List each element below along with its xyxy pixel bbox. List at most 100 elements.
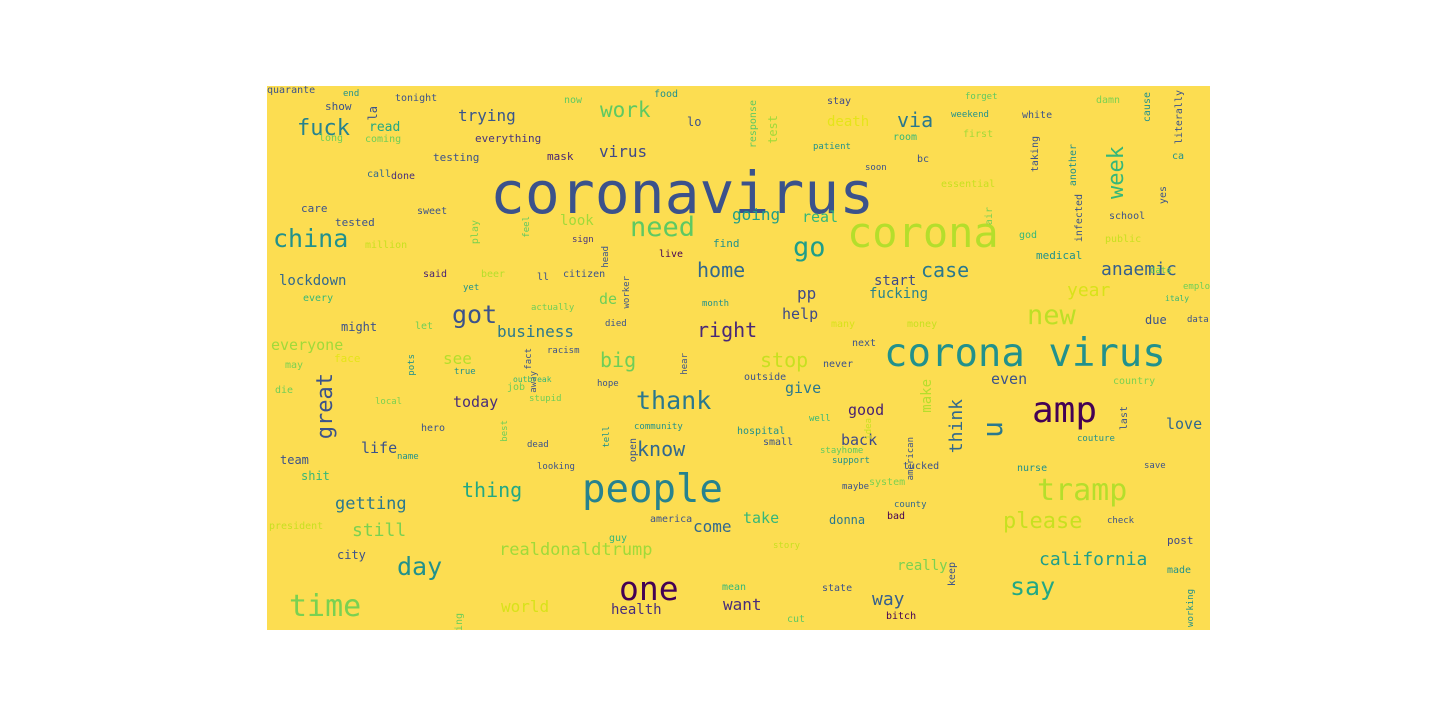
cloud-word: go [793,232,826,263]
cloud-word: taking [1030,136,1041,173]
cloud-word: time [289,589,362,624]
cloud-word: call [367,169,392,180]
cloud-word: bc [917,154,930,165]
cloud-word: test [766,115,780,144]
cloud-word: food [654,89,679,100]
cloud-word: support [832,456,870,466]
cloud-word: california [1039,549,1148,570]
cloud-word: day [397,552,443,581]
cloud-word: mask [547,150,574,163]
cloud-word: feel [522,216,532,238]
cloud-word: beer [481,269,506,280]
cloud-word: open [628,438,639,463]
cloud-word: name [397,452,419,462]
cloud-word: county [894,500,927,510]
cloud-word: white [1022,110,1053,121]
cloud-word: play [470,220,481,245]
cloud-word: health [611,602,662,618]
cloud-word: anaemic [1101,259,1177,280]
cloud-word: done [391,171,416,182]
cloud-word: thing [462,478,523,502]
cloud-word: got [452,300,498,329]
cloud-word: date [1150,266,1172,276]
cloud-word: ca [1172,151,1185,162]
cloud-word: hope [597,379,619,389]
cloud-word: last [1119,406,1130,431]
cloud-word: u [976,421,1009,438]
cloud-word: room [893,132,918,143]
cloud-word: virus [599,142,648,161]
cloud-word: great [313,373,338,440]
cloud-word: post [1167,534,1194,547]
cloud-word: actually [531,303,575,313]
cloud-word: take [743,509,780,527]
cloud-word: thank [636,386,712,415]
cloud-word: due [1145,313,1167,327]
cloud-word: money [907,319,938,330]
cloud-word: one [619,569,679,608]
word-cloud: coronavirus corona corona virus people amp on… [267,86,1210,630]
cloud-word: medical [1036,249,1083,262]
cloud-word: help [782,305,819,323]
cloud-word: good [848,401,885,419]
cloud-word: find [713,237,740,250]
cloud-word: world [501,597,550,616]
cloud-word: case [921,258,970,282]
cloud-word: la [366,106,380,121]
cloud-word: way [872,589,905,610]
cloud-word: might [341,320,378,334]
cloud-word: looking [537,462,575,472]
cloud-word: hospital [737,426,786,437]
cloud-word: pots [407,354,417,376]
cloud-word: couture [1077,434,1115,444]
cloud-word: damn [1096,95,1121,106]
cloud-word: look [560,213,594,229]
cloud-word: corona [847,208,999,257]
cloud-word: die [275,385,294,396]
cloud-word: see [443,349,472,368]
cloud-word: shit [301,469,330,483]
cloud-word: save [1144,461,1166,471]
cloud-word: air [984,207,995,226]
cloud-word: patient [813,142,851,152]
cloud-word: city [337,548,366,562]
cloud-word: god [1019,230,1038,241]
cloud-word: come [693,517,732,536]
cloud-word: bad [887,511,906,522]
cloud-word: donna [829,513,866,527]
cloud-word: sign [572,235,594,245]
cloud-word: guy [609,533,628,544]
cloud-word: may [285,360,304,371]
cloud-word: amp [1032,390,1098,431]
cloud-word: president [269,521,324,532]
cloud-word: everyone [271,336,344,354]
cloud-word: now [564,95,583,106]
cloud-word: live [659,249,684,260]
cloud-word: love [1166,415,1203,433]
cloud-word: next [852,338,877,349]
cloud-word: response [748,100,759,149]
cloud-word: new [1027,300,1076,331]
cloud-word: story [773,541,801,551]
cloud-word: coronavirus [490,159,875,227]
cloud-word: fucking [869,286,929,302]
cloud-word: forget [965,92,998,102]
cloud-word: let [415,321,434,332]
cloud-word: community [634,422,683,432]
cloud-word: employee [1183,282,1210,292]
cloud-word: testing [433,151,480,164]
cloud-word: hero [421,423,446,434]
cloud-word: tell [602,426,612,448]
cloud-word: many [831,319,856,330]
cloud-word: well [809,414,831,424]
cloud-word: still [352,520,407,541]
cloud-word: head [601,246,611,268]
cloud-word: fact [524,348,534,370]
cloud-word: nothing [454,613,465,630]
cloud-word: another [1068,144,1079,187]
cloud-word: face [334,352,361,365]
cloud-word: worker [622,276,632,309]
cloud-word: know [637,437,686,461]
cloud-word: weekend [951,110,989,120]
cloud-word: right [697,318,758,342]
